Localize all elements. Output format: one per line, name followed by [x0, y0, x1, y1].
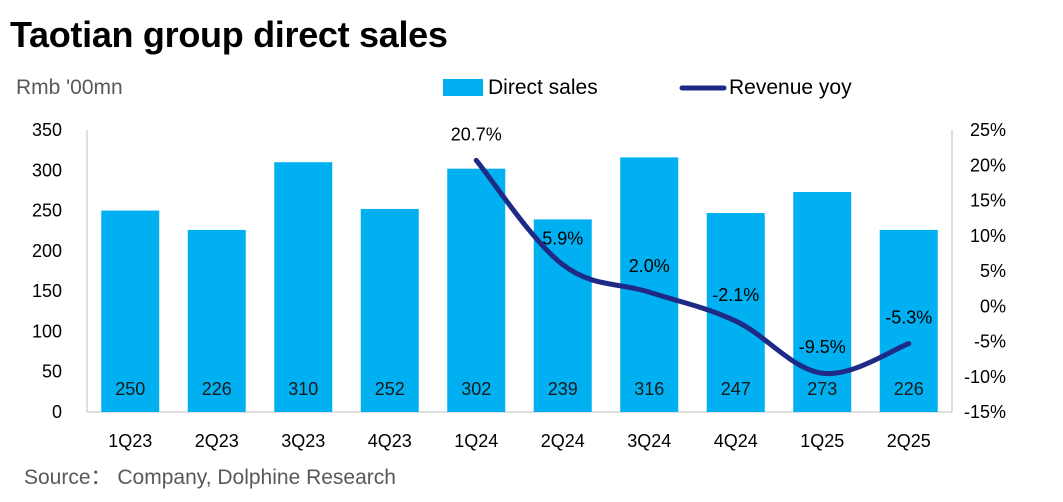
- y-left-tick-label: 300: [32, 160, 62, 180]
- legend-label-revenue-yoy: Revenue yoy: [729, 76, 852, 99]
- source-label: Source： Company, Dolphine Research: [24, 466, 396, 489]
- y-right-tick-label: 15%: [970, 191, 1006, 211]
- x-tick-label: 4Q24: [714, 431, 758, 451]
- bar-data-label: 316: [634, 379, 664, 399]
- bar-data-label: 239: [548, 379, 578, 399]
- x-tick-label: 3Q23: [281, 431, 325, 451]
- line-data-label: 5.9%: [542, 229, 583, 249]
- line-data-label: -5.3%: [885, 308, 932, 328]
- x-tick-label: 1Q24: [454, 431, 498, 451]
- chart-title: Taotian group direct sales: [10, 14, 448, 55]
- y-right-tick-label: -15%: [964, 402, 1006, 422]
- bar-data-label: 273: [807, 379, 837, 399]
- bar-data-label: 310: [288, 379, 318, 399]
- legend-swatch-direct-sales: [443, 79, 483, 96]
- bar-data-label: 226: [202, 379, 232, 399]
- bar-direct-sales: [360, 208, 419, 412]
- unit-label: Rmb '00mn: [16, 76, 123, 99]
- bar-data-label: 302: [461, 379, 491, 399]
- y-left-tick-label: 100: [32, 321, 62, 341]
- y-right-tick-label: 20%: [970, 155, 1006, 175]
- bar-direct-sales: [447, 168, 506, 412]
- bar-data-label: 252: [375, 379, 405, 399]
- line-data-label: 2.0%: [629, 256, 670, 276]
- y-left-tick-label: 50: [42, 362, 62, 382]
- bar-direct-sales: [274, 162, 333, 412]
- y-left-tick-label: 0: [52, 402, 62, 422]
- x-tick-label: 3Q24: [627, 431, 671, 451]
- bar-direct-sales: [187, 229, 246, 412]
- bar-data-label: 250: [115, 379, 145, 399]
- x-tick-label: 1Q23: [108, 431, 152, 451]
- y-right-tick-label: -10%: [964, 367, 1006, 387]
- y-right-tick-label: 5%: [980, 261, 1006, 281]
- bar-data-label: 226: [894, 379, 924, 399]
- y-right-tick-label: 25%: [970, 120, 1006, 140]
- x-tick-label: 2Q24: [541, 431, 585, 451]
- line-data-label: 20.7%: [451, 124, 502, 144]
- y-left-tick-label: 200: [32, 241, 62, 261]
- y-right-tick-label: 0%: [980, 296, 1006, 316]
- bar-direct-sales: [101, 210, 160, 412]
- bar-direct-sales: [533, 219, 592, 412]
- bar-data-label: 247: [721, 379, 751, 399]
- y-left-tick-label: 350: [32, 120, 62, 140]
- line-data-label: -9.5%: [799, 337, 846, 357]
- line-revenue-yoy: [473, 157, 912, 376]
- y-right-tick-label: -5%: [974, 332, 1006, 352]
- x-tick-label: 4Q23: [368, 431, 412, 451]
- x-tick-label: 2Q23: [195, 431, 239, 451]
- bar-direct-sales: [620, 157, 679, 412]
- legend-label-direct-sales: Direct sales: [488, 76, 598, 99]
- bar-direct-sales: [879, 229, 938, 412]
- y-right-tick-label: 10%: [970, 226, 1006, 246]
- x-tick-label: 2Q25: [887, 431, 931, 451]
- y-left-tick-label: 150: [32, 281, 62, 301]
- y-left-tick-label: 250: [32, 201, 62, 221]
- x-tick-label: 1Q25: [800, 431, 844, 451]
- line-data-label: -2.1%: [712, 285, 759, 305]
